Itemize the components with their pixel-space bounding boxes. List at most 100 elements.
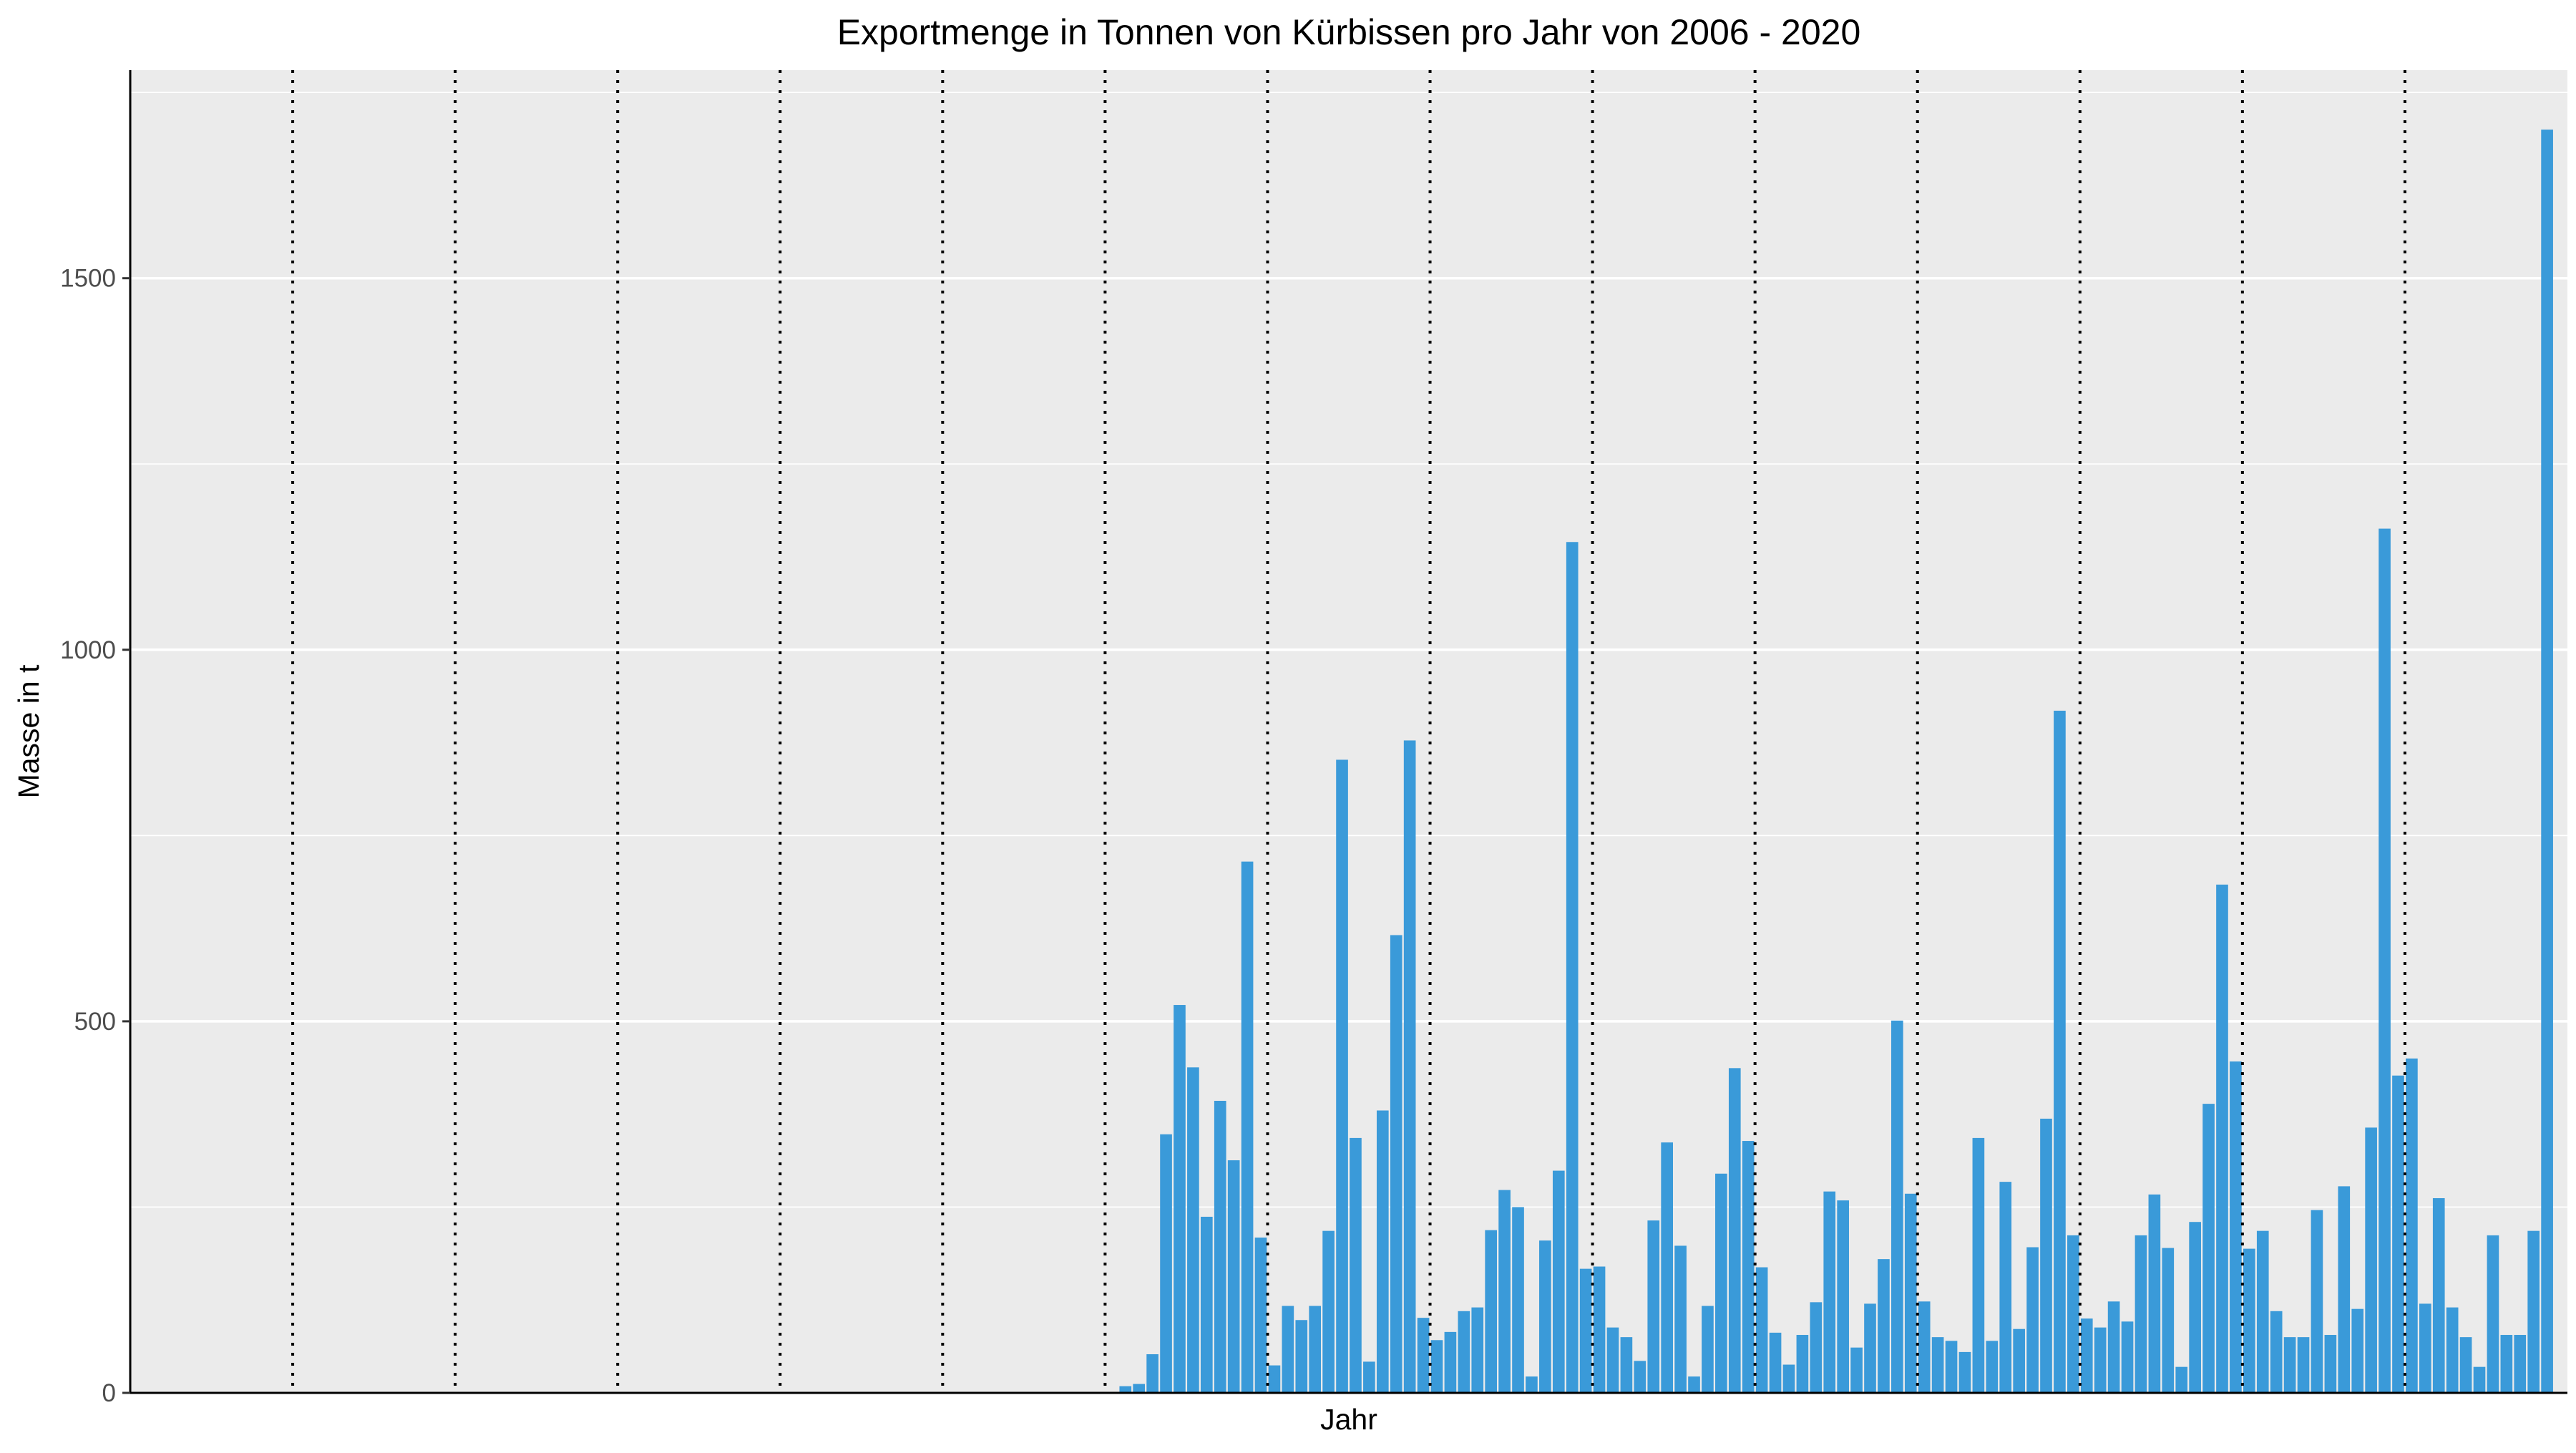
- bar: [1931, 1337, 1944, 1393]
- bar: [2541, 130, 2553, 1394]
- bar: [1566, 542, 1579, 1393]
- bar: [1444, 1331, 1457, 1393]
- bar: [1295, 1320, 1308, 1393]
- bar: [2324, 1335, 2337, 1393]
- bar: [2514, 1335, 2527, 1393]
- y-tick-label: 1500: [60, 265, 116, 293]
- bar: [1390, 935, 1402, 1393]
- bar: [2026, 1247, 2039, 1393]
- bar: [1146, 1354, 1158, 1393]
- bar: [2162, 1248, 2175, 1393]
- bar: [2527, 1230, 2540, 1393]
- bar: [1864, 1303, 1876, 1393]
- bar: [1850, 1347, 1863, 1393]
- bar: [1350, 1137, 1362, 1393]
- bar: [1674, 1245, 1687, 1393]
- bar: [2432, 1197, 2445, 1393]
- bar: [2135, 1235, 2147, 1393]
- bar: [2365, 1127, 2377, 1393]
- bar: [2487, 1235, 2499, 1393]
- bar: [1526, 1376, 1538, 1393]
- bar: [2379, 528, 2391, 1393]
- bar: [2013, 1328, 2025, 1393]
- y-tick-label: 0: [102, 1379, 116, 1407]
- bar: [1214, 1100, 1226, 1393]
- bar: [2230, 1061, 2242, 1393]
- year-separators: [291, 70, 2406, 1393]
- plot-panel: [130, 70, 2567, 1393]
- bar: [1837, 1200, 1849, 1393]
- bar: [1606, 1327, 1619, 1393]
- chart-title: Exportmenge in Tonnen von Kürbissen pro …: [837, 12, 1861, 52]
- bar: [2500, 1335, 2513, 1393]
- bar: [1417, 1318, 1430, 1393]
- bar: [1702, 1306, 1714, 1393]
- x-axis-title: Jahr: [1320, 1403, 1377, 1436]
- bar: [1688, 1376, 1700, 1393]
- bar: [1796, 1335, 1809, 1393]
- bar: [2283, 1337, 2296, 1393]
- bar: [2094, 1327, 2107, 1393]
- bar: [1823, 1191, 1836, 1393]
- bar: [1160, 1134, 1172, 1393]
- bar: [2419, 1303, 2431, 1393]
- bar: [1904, 1193, 1917, 1393]
- bar: [1403, 740, 1416, 1393]
- bar: [1200, 1216, 1213, 1393]
- bar: [2202, 1104, 2215, 1393]
- bar: [1363, 1361, 1375, 1393]
- bar: [2297, 1337, 2310, 1393]
- bar: [1268, 1365, 1281, 1393]
- y-tick-label: 1000: [60, 636, 116, 664]
- y-tick-label: 500: [74, 1008, 116, 1036]
- bar: [2189, 1222, 2201, 1393]
- bar: [1458, 1311, 1470, 1393]
- bar: [1282, 1306, 1294, 1393]
- grid-minor: [130, 92, 2567, 1208]
- bar: [1728, 1068, 1741, 1393]
- bar: [2054, 710, 2066, 1393]
- bar: [2080, 1318, 2093, 1393]
- bar: [2040, 1118, 2052, 1393]
- bar: [1376, 1110, 1389, 1393]
- bar: [1187, 1067, 1199, 1393]
- bar: [1986, 1341, 1999, 1393]
- bar: [2392, 1075, 2404, 1393]
- bar: [1512, 1207, 1524, 1393]
- bar: [2121, 1321, 2134, 1393]
- bar: [1755, 1267, 1768, 1393]
- bar: [2175, 1366, 2188, 1393]
- bar: [1661, 1142, 1673, 1393]
- bar: [1119, 1386, 1132, 1393]
- bar: [2148, 1194, 2161, 1393]
- bar: [1133, 1384, 1146, 1393]
- bar: [1227, 1160, 1240, 1393]
- bar: [1593, 1266, 1606, 1393]
- bar: [2256, 1230, 2269, 1393]
- bar: [1620, 1337, 1633, 1393]
- bar: [1552, 1170, 1565, 1393]
- bar: [1769, 1332, 1782, 1393]
- bar: [1945, 1341, 1958, 1393]
- bars: [1119, 130, 2553, 1394]
- bar: [1634, 1361, 1646, 1393]
- bar: [1958, 1351, 1971, 1393]
- bar: [1539, 1240, 1551, 1393]
- bar: [1810, 1302, 1823, 1393]
- bar: [1241, 861, 1254, 1393]
- y-axis-ticks: 0 500 1000 1500: [60, 265, 130, 1407]
- bar: [1471, 1307, 1484, 1393]
- bar: [1498, 1190, 1511, 1393]
- bar: [2107, 1301, 2120, 1393]
- bar: [1715, 1173, 1727, 1393]
- bar: [2446, 1307, 2459, 1393]
- bar: [1647, 1220, 1660, 1393]
- bar: [1174, 1005, 1186, 1393]
- bar: [1579, 1268, 1592, 1393]
- bar: [2406, 1058, 2418, 1393]
- bar: [1918, 1301, 1931, 1393]
- y-axis-title: Masse in t: [12, 664, 45, 798]
- bar: [1972, 1137, 1985, 1393]
- bar: [2459, 1337, 2472, 1393]
